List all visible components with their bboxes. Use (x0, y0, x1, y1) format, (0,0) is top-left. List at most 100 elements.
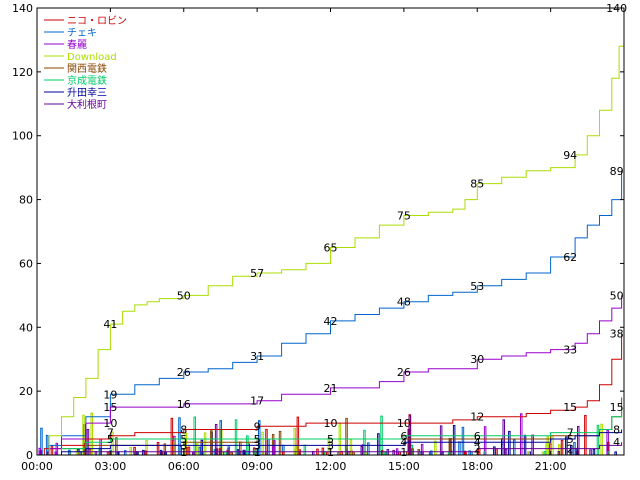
data-label: 15 (610, 401, 624, 414)
y-tick-label: 20 (19, 385, 33, 398)
data-label: 21 (324, 382, 338, 395)
data-label: 30 (470, 353, 484, 366)
x-tick-label: 15:00 (388, 460, 420, 473)
data-label: 6 (474, 430, 481, 443)
legend-entry: チェキ (67, 27, 97, 39)
data-label: 7 (107, 427, 114, 440)
data-label: 10 (324, 417, 338, 430)
data-label: 75 (397, 210, 411, 223)
data-label: 94 (563, 149, 577, 162)
y-axis: 0 20 40 60 80 100 120 140 (12, 2, 624, 462)
series-lines (37, 8, 625, 456)
x-axis: 00:00 03:00 06:00 09:00 12:00 15:00 18:00 21:00 (21, 8, 566, 473)
series-line-2 (37, 170, 623, 456)
data-label: 3 (254, 439, 261, 452)
data-label: 19 (103, 388, 117, 401)
activity-bar (483, 426, 487, 456)
data-label: 26 (397, 366, 411, 379)
data-label: 16 (177, 398, 191, 411)
activity-bar (458, 441, 461, 456)
legend-entry: 升田幸三 (67, 87, 107, 99)
activity-bar (50, 445, 54, 456)
data-label: 9 (254, 420, 261, 433)
activity-bar (589, 449, 592, 456)
data-label: 53 (470, 280, 484, 293)
legend-entry: 京成電鉄 (67, 74, 107, 87)
series-line-4 (37, 8, 625, 456)
y-tick-label: 100 (12, 130, 33, 143)
x-tick-label: 09:00 (241, 460, 273, 473)
activity-bar (124, 450, 127, 456)
activity-bar (600, 423, 603, 456)
data-label: 5 (107, 433, 114, 446)
activity-bar (236, 449, 240, 456)
data-label: 5 (567, 433, 574, 446)
y-tick-label: 140 (12, 2, 33, 15)
legend-entry: ニコ・ロビン (67, 15, 127, 27)
activity-bar (439, 425, 443, 456)
series-line-7 (37, 429, 623, 456)
x-tick-label: 00:00 (21, 460, 53, 473)
activity-bar (367, 442, 370, 456)
data-label: 62 (563, 251, 577, 264)
legend-entry: 春麗 (67, 39, 87, 51)
activity-bar (508, 430, 511, 456)
y-tick-label: 120 (12, 66, 33, 79)
activity-bar (360, 446, 363, 456)
data-label: 31 (250, 350, 264, 363)
legend-entry: 大利根町 (67, 98, 107, 111)
x-tick-label: 18:00 (461, 460, 493, 473)
data-label: 26 (177, 366, 191, 379)
data-label: 42 (324, 315, 338, 328)
data-label: 48 (397, 296, 411, 309)
data-label: 5 (254, 433, 261, 446)
activity-bar (198, 446, 202, 456)
data-label: 8 (613, 423, 620, 436)
activity-bar (543, 451, 547, 456)
activity-bar (531, 434, 534, 456)
activity-bar (523, 434, 527, 456)
data-label: 17 (250, 395, 264, 408)
data-label: 6 (400, 430, 407, 443)
y-tick-label: 60 (19, 257, 33, 270)
activity-bar (156, 442, 160, 456)
x-tick-label: 21:00 (535, 460, 567, 473)
data-label: 5 (180, 433, 187, 446)
activity-bar (504, 448, 508, 456)
series-line-3 (37, 295, 623, 456)
activity-bar (452, 425, 456, 456)
activity-bar (461, 426, 465, 456)
data-label: 15 (563, 401, 577, 414)
activity-bar (193, 416, 196, 456)
activity-bar (303, 444, 307, 456)
data-label: 41 (103, 318, 117, 331)
x-tick-label: 06:00 (168, 460, 200, 473)
activity-bar (560, 439, 564, 456)
data-label: 2 (474, 443, 481, 456)
activity-bar (434, 440, 437, 456)
activity-bar (551, 436, 554, 456)
data-label: 3 (327, 439, 334, 452)
y-tick-label: 80 (19, 194, 33, 207)
activity-bar (170, 417, 174, 456)
data-label: 4 (400, 436, 407, 449)
activity-bar (596, 424, 600, 456)
x-tick-label: 03:00 (95, 460, 127, 473)
data-label: 50 (610, 289, 624, 302)
data-label: 5 (327, 433, 334, 446)
data-label: 3 (180, 439, 187, 452)
activity-bar (392, 450, 395, 456)
data-label: 4 (474, 436, 481, 449)
data-label: 38 (610, 328, 624, 341)
legend-entry: 関西電鉄 (67, 62, 107, 75)
legend-entry: Download (67, 52, 117, 63)
data-label: 57 (250, 267, 264, 280)
activity-bar (187, 446, 191, 456)
y-tick-label: 40 (19, 321, 33, 334)
data-label: 85 (470, 178, 484, 191)
activity-bar (495, 448, 498, 456)
data-label: 4 (613, 436, 620, 449)
